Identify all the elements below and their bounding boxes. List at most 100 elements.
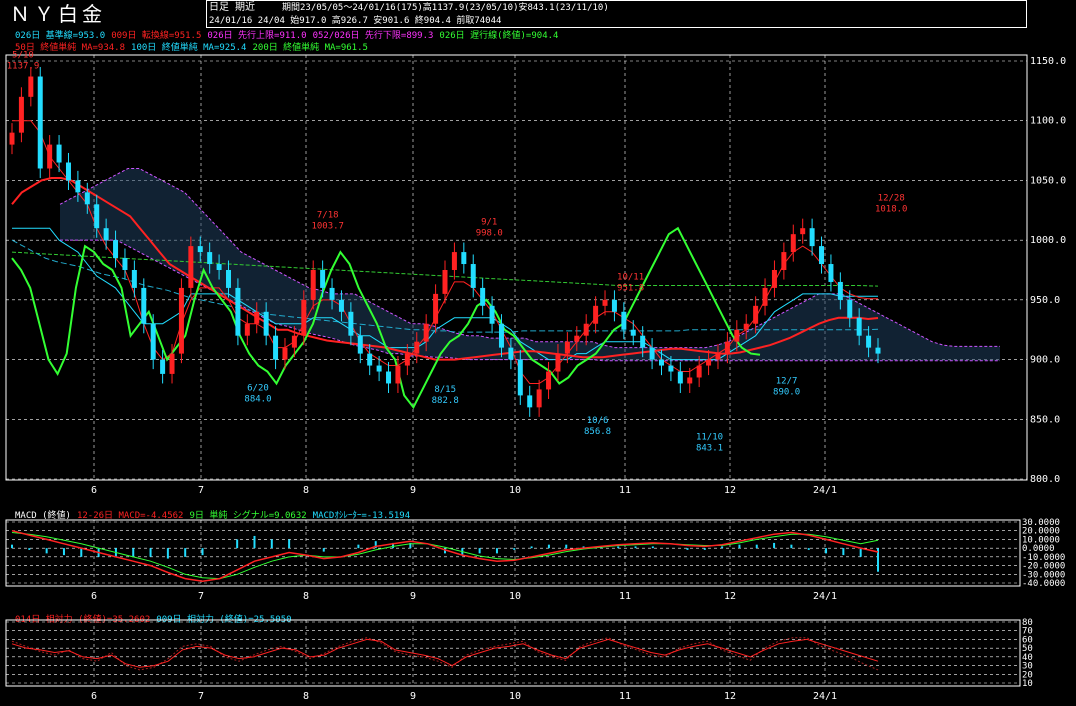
x-tick-label: 24/1	[813, 485, 837, 496]
candle-body	[348, 311, 354, 336]
candle-body	[338, 299, 344, 312]
annotation-value: 856.8	[584, 427, 611, 437]
legend-entry: 026日 遅行線(終値)=904.4	[439, 31, 559, 41]
x-tick-label: 8	[303, 691, 309, 702]
legend-entry: 052/026日 先行下限=899.3	[312, 31, 434, 41]
candle-body	[254, 311, 260, 324]
candle-body	[150, 323, 156, 360]
annotation-value: 890.0	[773, 388, 800, 398]
candle-body	[583, 323, 589, 336]
annotation-date: 6/20	[247, 384, 269, 394]
y-tick-label: -20.0000	[1022, 562, 1065, 572]
series-macd	[11, 529, 879, 583]
plot-frame	[5, 619, 1021, 687]
y-tick-label: 1100.0	[1030, 116, 1066, 127]
candle-body	[659, 359, 664, 366]
candle-body	[141, 287, 147, 324]
candle-body	[47, 144, 53, 169]
y-tick-label: -10.0000	[1022, 553, 1065, 563]
legend-entry: 12-26日 MACD=-4.4562	[76, 511, 184, 521]
candle-body	[517, 359, 523, 396]
series-rsi14	[11, 638, 879, 668]
candle-body	[329, 287, 335, 300]
candle-body	[37, 76, 43, 169]
annotation-date: 9/1	[481, 218, 497, 228]
plot-frame	[5, 519, 1021, 587]
y-tick-label: 70	[1022, 627, 1033, 637]
y-tick-label: 10	[1022, 679, 1033, 689]
y-tick-label: 40	[1022, 653, 1033, 663]
y-tick-label: 20.0000	[1022, 527, 1060, 537]
legend-entry: 100日 終値単純 MA=925.4	[131, 43, 247, 53]
y-tick-label: 60	[1022, 635, 1033, 645]
header-line1-b: 期間23/05/05～24/01/16(175)高1137.9(23/05/10…	[282, 3, 609, 13]
candle-body	[301, 299, 307, 336]
macd-legend: MACD (終値) 12-26日 MACD=-4.4562 9日 単純 シグナル=9…	[15, 510, 416, 522]
series-ma100	[11, 239, 879, 333]
candle-body	[875, 347, 881, 354]
candle-body	[790, 234, 796, 253]
x-tick-label: 12	[724, 591, 736, 602]
candle-body	[273, 335, 279, 360]
legend-entry: 026日 先行上限=911.0	[207, 31, 307, 41]
candle-body	[508, 347, 514, 360]
candle-body	[18, 96, 24, 133]
legend-entry: 026日 基準線=953.0	[15, 31, 106, 41]
candle-body	[414, 341, 420, 354]
x-tick-label: 11	[619, 691, 631, 702]
annotation-date: 11/10	[696, 433, 723, 443]
candle-body	[423, 323, 429, 342]
y-tick-label: 0.0000	[1022, 544, 1055, 554]
x-tick-label: 6	[91, 691, 97, 702]
candle-body	[404, 353, 410, 366]
candle-body	[743, 323, 749, 330]
y-tick-label: 1000.0	[1030, 235, 1066, 246]
annotation-date: 10/6	[587, 416, 609, 426]
candle-body	[706, 359, 712, 366]
header-box	[206, 0, 1027, 28]
candle-body	[94, 204, 100, 229]
candle-body	[715, 353, 721, 360]
series-ma50	[11, 177, 879, 361]
x-tick-label: 6	[91, 591, 97, 602]
x-tick-label: 9	[410, 485, 416, 496]
candle-body	[178, 287, 184, 354]
series-kijun	[12, 227, 878, 361]
ichimoku-cloud	[60, 168, 1000, 361]
annotation-date: 7/18	[317, 211, 339, 221]
x-tick-label: 12	[724, 691, 736, 702]
candle-body	[28, 76, 34, 97]
candle-body	[866, 335, 872, 348]
candle-body	[828, 264, 834, 282]
candle-body	[724, 341, 730, 354]
candle-body	[244, 323, 250, 336]
legend-entry: 9日 単純 シグナル=9.0632	[189, 511, 307, 521]
x-tick-label: 10	[509, 591, 521, 602]
x-tick-label: 9	[410, 691, 416, 702]
x-tick-label: 7	[198, 485, 204, 496]
candle-body	[367, 353, 373, 366]
candle-body	[621, 311, 627, 330]
x-tick-label: 12	[724, 485, 736, 496]
candle-body	[461, 252, 467, 265]
series-macd-signal	[11, 532, 879, 580]
candle-body	[216, 264, 222, 270]
annotation-value: 1137.9	[7, 61, 40, 71]
legend-entry: MACDｵｼﾚｰﾀｰ=-13.5194	[312, 511, 411, 521]
candle-body	[226, 270, 231, 288]
plot-frame	[5, 54, 1028, 481]
header-line2: 24/01/16 24/04 始917.0 高926.7 安901.6 終904…	[209, 16, 502, 26]
candle-body	[847, 299, 853, 318]
title: ＮＹ白金	[10, 2, 106, 26]
x-tick-label: 8	[303, 485, 309, 496]
candle-body	[197, 246, 203, 253]
candle-body	[188, 246, 194, 288]
candle-body	[263, 311, 269, 336]
candle-body	[357, 335, 363, 354]
candle-body	[837, 281, 843, 300]
annotation-date: 8/15	[434, 385, 456, 395]
y-tick-label: -30.0000	[1022, 570, 1065, 580]
annotation-value: 1003.7	[311, 222, 344, 232]
candle-body	[574, 335, 580, 342]
